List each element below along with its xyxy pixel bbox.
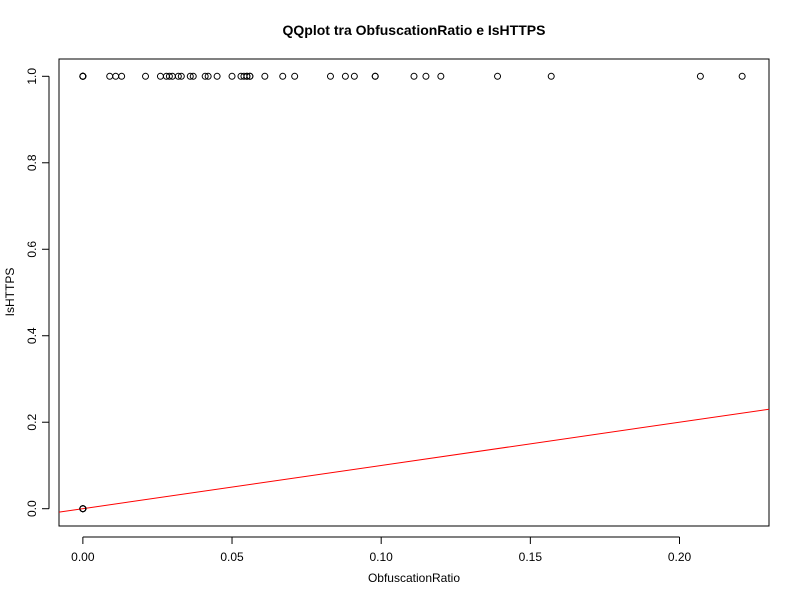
data-point bbox=[494, 72, 502, 80]
data-point bbox=[243, 72, 251, 80]
data-point bbox=[261, 72, 269, 80]
data-point bbox=[291, 72, 299, 80]
data-point bbox=[106, 72, 114, 80]
data-point bbox=[350, 72, 358, 80]
plot-frame bbox=[58, 58, 770, 527]
y-axis: 0.0 0.2 0.4 0.6 0.8 1.0 bbox=[25, 68, 50, 517]
data-point bbox=[213, 72, 221, 80]
reference-line bbox=[59, 408, 769, 513]
data-point bbox=[118, 72, 126, 80]
data-point bbox=[738, 72, 746, 80]
data-point bbox=[186, 72, 194, 80]
data-point bbox=[326, 72, 334, 80]
data-point bbox=[410, 72, 418, 80]
data-point bbox=[177, 72, 185, 80]
data-point bbox=[112, 72, 120, 80]
data-point bbox=[341, 72, 349, 80]
data-point bbox=[279, 72, 287, 80]
data-point bbox=[547, 72, 555, 80]
data-point bbox=[204, 72, 212, 80]
x-tick-label: 0.00 bbox=[71, 550, 95, 564]
data-point bbox=[696, 72, 704, 80]
reference-line-layer bbox=[59, 408, 769, 513]
y-tick-label: 0.4 bbox=[25, 327, 39, 344]
x-tick-label: 0.20 bbox=[668, 550, 692, 564]
chart-title: QQplot tra ObfuscationRatio e IsHTTPS bbox=[283, 22, 546, 38]
data-point bbox=[79, 72, 87, 80]
points-layer bbox=[79, 72, 746, 513]
data-point bbox=[246, 72, 254, 80]
data-point bbox=[437, 72, 445, 80]
x-tick-label: 0.15 bbox=[519, 550, 543, 564]
x-tick-label: 0.05 bbox=[220, 550, 244, 564]
data-point bbox=[189, 72, 197, 80]
y-tick-label: 0.6 bbox=[25, 241, 39, 258]
x-tick-label: 0.10 bbox=[370, 550, 394, 564]
y-tick-label: 1.0 bbox=[25, 68, 39, 85]
x-axis: 0.00 0.05 0.10 0.15 0.20 bbox=[71, 536, 692, 564]
data-point bbox=[174, 72, 182, 80]
data-point bbox=[371, 72, 379, 80]
data-point bbox=[165, 72, 173, 80]
data-point bbox=[228, 72, 236, 80]
data-point bbox=[201, 72, 209, 80]
data-point bbox=[422, 72, 430, 80]
data-point bbox=[79, 505, 87, 513]
data-point bbox=[156, 72, 164, 80]
x-axis-label: ObfuscationRatio bbox=[368, 571, 460, 585]
y-tick-label: 0.0 bbox=[25, 500, 39, 517]
y-axis-label: IsHTTPS bbox=[3, 268, 17, 317]
data-point bbox=[142, 72, 150, 80]
y-tick-label: 0.8 bbox=[25, 154, 39, 171]
y-tick-label: 0.2 bbox=[25, 414, 39, 431]
